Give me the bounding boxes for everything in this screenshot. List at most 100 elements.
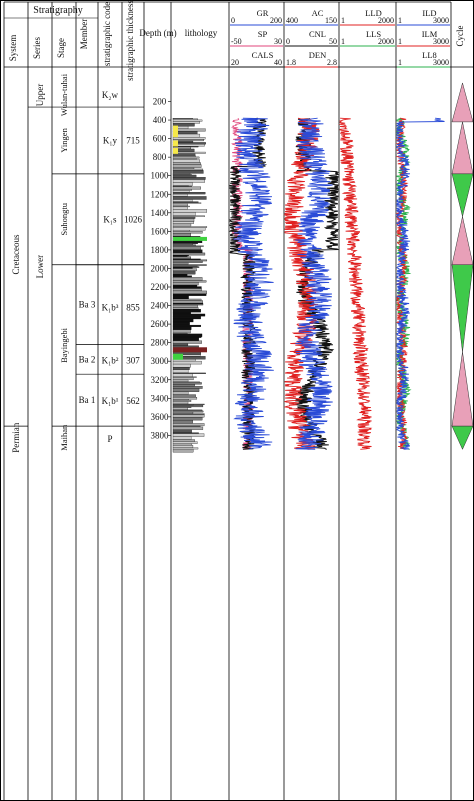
cycle-triangle [451,173,474,217]
track-name-den: DEN [309,50,326,60]
track-max-gr: 200 [270,16,282,25]
lithology-bed [172,343,189,346]
lithology-bed [172,218,195,222]
column-grid [3,1,474,801]
stage-label: Maihan [59,424,69,451]
depth-tick-1200: 1200 [151,189,170,199]
lithology-bed [172,409,203,412]
lithology-bed [172,433,205,437]
lithology-yellow-marker [173,147,178,154]
lithology-bed [172,243,193,245]
stratigraphy-header: Stratigraphy [33,5,82,16]
depth-tick-3200: 3200 [151,375,170,385]
track-min-lld: 1 [341,16,345,25]
thickness-header: stratigraphic thickness(m) [125,0,135,81]
depth-tick-600: 600 [153,134,167,144]
lithology-bed [172,268,197,272]
lithology-bed [172,379,189,382]
track-max-ac: 150 [325,16,337,25]
lithology-bed [172,233,191,237]
track-max-den: 2.8 [327,58,337,67]
lithology-bed [172,329,191,334]
lithology-bed [172,186,201,190]
lithology-bed [172,417,203,421]
lithology-bed [172,293,207,296]
lithology-bed [172,414,205,418]
lithology-bed [172,426,204,430]
code-label: K₁b¹ [102,396,119,406]
track-name-ilm: ILM [422,29,438,39]
den-curve [283,117,320,450]
lithology-bed [172,226,208,228]
log-curves [228,117,445,450]
depth-tick-3000: 3000 [151,356,170,366]
depth-tick-2400: 2400 [151,301,170,311]
lithology-bed [172,177,206,180]
code-label: K₁y [103,135,118,145]
stage-label: Wulan-tuhai [59,73,69,116]
lithology-bed [172,286,202,289]
lithology-bed [172,439,195,442]
lithology-bed [172,436,192,440]
lithology-bed [172,192,206,195]
svg-text:Series: Series [32,37,42,59]
lithology-bed [172,302,204,305]
lithology-bed [172,315,201,320]
depth-tick-2000: 2000 [151,263,170,273]
lithology-bed [172,227,206,231]
track-min-sp: -50 [231,37,242,46]
code-label: K₂w [102,90,119,100]
lithology-bed [172,295,189,300]
lithology-bed [172,170,204,174]
member-label: Ba 2 [79,354,96,364]
lithology-bed [172,158,197,160]
thickness-label: 715 [126,135,140,145]
lithology-bed [172,376,197,378]
svg-text:System: System [8,35,18,62]
lithology-bed [172,174,197,178]
gr-curve [233,117,274,450]
depth-tick-2600: 2600 [151,319,170,329]
lithology-bed [172,256,191,260]
thickness-label: 562 [126,396,140,406]
thickness-label: 307 [126,355,140,365]
lithology-bed [172,377,194,381]
lithology-bed [172,388,200,392]
lithology-column [172,118,208,453]
lithology-bed [172,267,193,269]
stage-label: Suhongtu [59,202,69,235]
lithology-bed [172,290,207,295]
lithology-bed [172,159,200,163]
track-min-gr: 0 [231,16,235,25]
lithology-bed [172,118,198,121]
track-name-ild: ILD [422,8,436,18]
series-label: Lower [35,255,45,279]
lithology-bed [172,298,202,301]
thickness-label: 1026 [124,214,143,224]
lithology-bed [172,162,201,165]
lithology-bed [172,229,190,232]
lithology-bed [172,196,207,200]
lithology-bed [172,206,188,210]
track-max-ild: 3000 [433,16,449,25]
ild-curve [395,117,445,450]
lithology-bed [172,264,207,266]
lithology-bed [172,249,203,254]
lithology-bed [172,397,198,400]
track-name-gr: GR [257,8,269,18]
lithology-bed [172,280,207,283]
member-label: Ba 1 [79,395,96,405]
track-max-sp: 30 [274,37,282,46]
lithology-bed [172,443,193,446]
lithology-bed [172,394,196,398]
thickness-label: 855 [126,302,140,312]
ac-curve [294,117,333,450]
lithology-bed [172,221,194,224]
track-min-ilm: 1 [398,37,402,46]
lithology-green-marker [173,353,183,360]
lithology-bed [172,360,202,365]
lithology-bed [172,209,208,213]
stage-label: Yingen [59,127,69,152]
lithology-bed [172,203,188,207]
